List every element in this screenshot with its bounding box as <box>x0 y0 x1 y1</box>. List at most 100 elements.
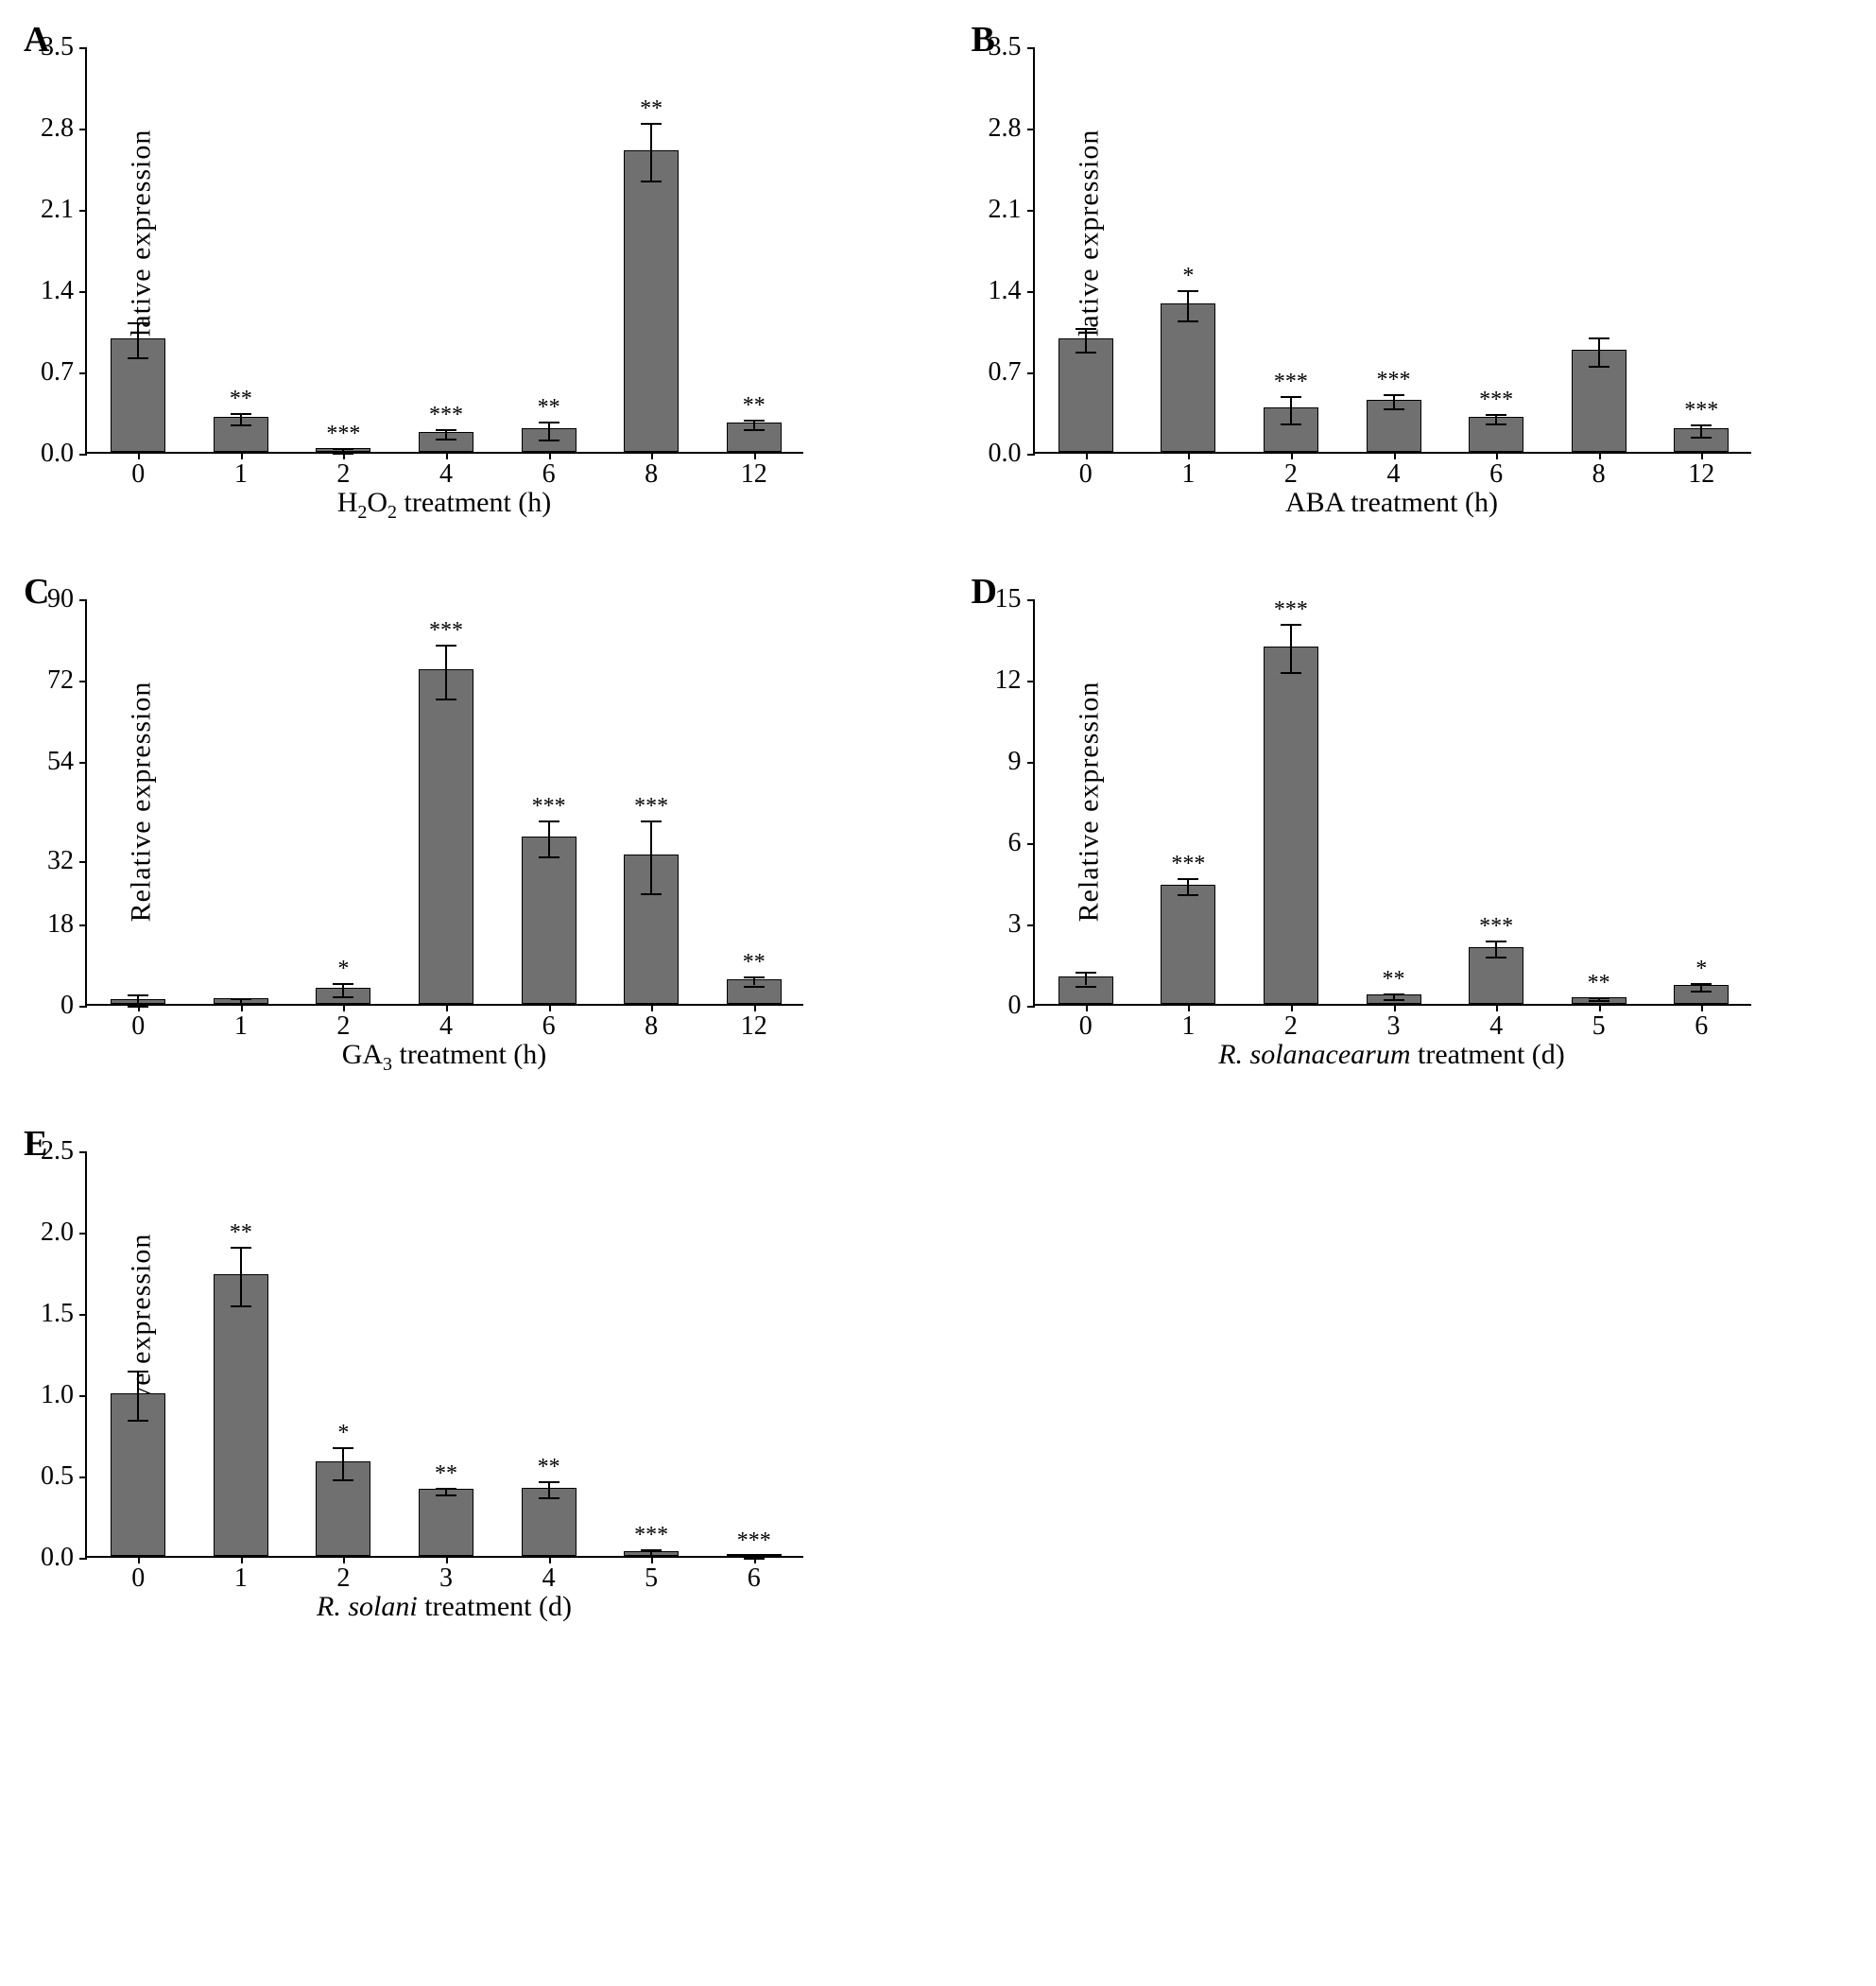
error-bar-line <box>1393 394 1395 408</box>
y-axis-label: Relative expression <box>125 682 157 923</box>
x-tick-label: 12 <box>741 452 767 490</box>
error-cap-bottom <box>1589 366 1609 368</box>
x-tick-label: 3 <box>439 1556 453 1594</box>
panel-label: D <box>972 571 997 613</box>
error-cap-bottom <box>744 429 765 431</box>
x-tick-label: 6 <box>542 1004 556 1042</box>
y-tick-label: 1.4 <box>41 276 87 306</box>
error-cap-bottom <box>1691 437 1712 439</box>
error-cap-top <box>1384 394 1404 396</box>
y-tick-label: 1.5 <box>41 1299 87 1329</box>
significance-marker: ** <box>640 96 663 122</box>
plot-area: Relative expression0.00.71.42.12.83.50*1… <box>1033 47 1751 454</box>
bar <box>419 669 473 1004</box>
significance-marker: *** <box>429 618 463 644</box>
bar <box>1161 885 1215 1004</box>
error-cap-bottom <box>231 424 251 426</box>
error-cap-top <box>231 998 251 1000</box>
plot-area: Relative expression0.00.51.01.52.02.50**… <box>85 1151 803 1558</box>
y-tick-label: 32 <box>47 846 87 876</box>
x-tick-label: 0 <box>1079 452 1093 490</box>
error-cap-bottom <box>1486 957 1506 958</box>
y-tick-label: 1.4 <box>989 276 1035 306</box>
x-tick-label: 4 <box>439 452 453 490</box>
panel-E: ERelative expression0.00.51.01.52.02.50*… <box>28 1132 901 1623</box>
error-cap-top <box>539 422 559 423</box>
error-cap-bottom <box>436 699 456 700</box>
error-cap-top <box>1691 424 1712 426</box>
significance-marker: ** <box>743 950 766 976</box>
error-bar-line <box>650 820 652 892</box>
x-tick-label: 2 <box>336 452 350 490</box>
error-bar-line <box>445 645 447 699</box>
y-tick-label: 12 <box>995 665 1035 696</box>
y-tick-label: 0 <box>1008 991 1035 1021</box>
error-cap-bottom <box>436 1494 456 1496</box>
x-tick-label: 4 <box>542 1556 556 1594</box>
panel-D: DRelative expression036912150***1***2**3… <box>976 580 1849 1076</box>
x-tick-label: 8 <box>1592 452 1606 490</box>
bar <box>1264 647 1318 1004</box>
significance-marker: * <box>337 1421 349 1446</box>
error-cap-top <box>744 420 765 422</box>
error-cap-top <box>231 413 251 415</box>
x-tick-label: 1 <box>234 1004 248 1042</box>
error-cap-bottom <box>1589 1000 1609 1002</box>
x-tick-label: 4 <box>1489 1004 1503 1042</box>
significance-marker: * <box>1182 264 1194 289</box>
y-tick-label: 2.5 <box>41 1136 87 1166</box>
error-cap-bottom <box>1486 423 1506 425</box>
error-cap-bottom <box>744 986 765 988</box>
significance-marker: *** <box>1684 398 1718 423</box>
significance-marker: *** <box>1479 388 1513 413</box>
y-tick-label: 2.1 <box>989 195 1035 225</box>
y-tick-label: 0.0 <box>989 439 1035 469</box>
y-tick-label: 2.8 <box>989 113 1035 144</box>
bar <box>419 1489 473 1556</box>
significance-marker: ** <box>538 1455 560 1480</box>
error-bar-line <box>1085 972 1087 985</box>
x-tick-label: 0 <box>131 1004 145 1042</box>
significance-marker: *** <box>429 403 463 428</box>
y-tick-label: 6 <box>1008 828 1035 858</box>
x-axis-label: R. solani treatment (d) <box>85 1591 803 1623</box>
error-bar-line <box>1187 878 1189 894</box>
y-tick-label: 2.1 <box>41 195 87 225</box>
chart: Relative expression036912150***1***2**3*… <box>1033 599 1849 1071</box>
x-tick-label: 2 <box>336 1004 350 1042</box>
y-tick-label: 2.0 <box>41 1218 87 1248</box>
x-axis-label: GA3 treatment (h) <box>85 1039 803 1076</box>
error-cap-bottom <box>128 357 148 359</box>
y-tick-label: 2.8 <box>41 113 87 144</box>
x-tick-label: 5 <box>645 1556 658 1594</box>
significance-marker: *** <box>1377 368 1411 393</box>
x-axis-label: R. solanacearum treatment (d) <box>1033 1039 1751 1071</box>
error-cap-top <box>333 1447 353 1449</box>
x-tick-label: 5 <box>1592 1004 1606 1042</box>
error-cap-top <box>1281 624 1301 626</box>
error-bar-line <box>1290 624 1292 673</box>
error-cap-bottom <box>1281 423 1301 425</box>
error-cap-bottom <box>539 440 559 441</box>
x-tick-label: 6 <box>1489 452 1503 490</box>
error-cap-top <box>1486 941 1506 942</box>
error-cap-top <box>539 1481 559 1483</box>
error-cap-top <box>333 448 353 450</box>
significance-marker: ** <box>435 1461 457 1487</box>
significance-marker: * <box>337 957 349 982</box>
significance-marker: *** <box>1274 597 1308 623</box>
error-cap-bottom <box>231 1305 251 1307</box>
error-bar-line <box>1085 328 1087 352</box>
bar <box>624 150 679 452</box>
x-tick-label: 1 <box>234 452 248 490</box>
error-cap-top <box>436 1488 456 1490</box>
error-cap-bottom <box>436 439 456 440</box>
panel-C: CRelative expression0183254729001*2***4*… <box>28 580 901 1076</box>
error-cap-bottom <box>1281 672 1301 674</box>
y-tick-label: 0.0 <box>41 439 87 469</box>
chart-container: Relative expression0.00.71.42.12.83.50**… <box>85 47 901 524</box>
error-cap-top <box>1076 328 1096 330</box>
significance-marker: ** <box>538 395 560 421</box>
y-axis-label: Relative expression <box>1073 682 1105 923</box>
bar <box>1161 303 1215 452</box>
